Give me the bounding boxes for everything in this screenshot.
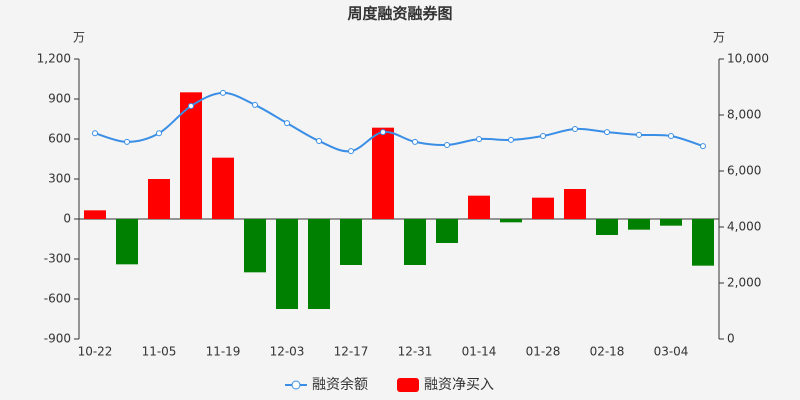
bar xyxy=(660,219,682,226)
bar xyxy=(148,179,170,219)
y2-tick-label: 10,000 xyxy=(727,52,769,66)
y2-unit: 万 xyxy=(713,31,725,45)
line-point xyxy=(476,136,482,143)
bar xyxy=(596,219,618,235)
x-tick-label: 01-14 xyxy=(462,345,497,359)
y-unit: 万 xyxy=(73,31,85,45)
bar xyxy=(372,127,394,219)
line-point xyxy=(572,126,578,132)
bar xyxy=(276,219,298,309)
chart-title: 周度融资融券图 xyxy=(347,5,452,23)
line-point xyxy=(348,148,354,155)
y2-tick-label: 8,000 xyxy=(727,108,761,122)
line-point xyxy=(188,103,194,110)
line-point xyxy=(444,141,450,148)
line-point xyxy=(220,89,226,96)
line-point xyxy=(316,138,322,145)
line-point xyxy=(540,133,546,139)
x-tick-label: 12-17 xyxy=(334,345,369,359)
y2-tick-label: 6,000 xyxy=(727,164,761,178)
legend-label: 融资净买入 xyxy=(424,377,494,393)
y-tick-label: -900 xyxy=(44,332,71,346)
line-point xyxy=(124,138,130,145)
x-tick-label: 02-18 xyxy=(590,345,625,359)
bar xyxy=(532,197,554,219)
line-point xyxy=(508,136,514,143)
line-point xyxy=(92,130,98,137)
x-tick-label: 01-28 xyxy=(526,345,561,359)
line-point xyxy=(700,143,706,150)
y-tick-label: -300 xyxy=(44,252,71,266)
line-point xyxy=(380,129,386,136)
y2-tick-label: 4,000 xyxy=(727,220,761,234)
x-tick-label: 10-22 xyxy=(78,345,113,359)
y-tick-label: 300 xyxy=(48,172,71,186)
bar xyxy=(116,219,138,265)
x-tick-label: 03-04 xyxy=(654,345,689,359)
bar xyxy=(308,219,330,309)
legend-label: 融资余额 xyxy=(312,376,368,393)
line-point xyxy=(668,133,674,139)
y-tick-label: 900 xyxy=(48,92,71,106)
y-tick-label: 600 xyxy=(48,132,71,146)
y2-tick-label: 0 xyxy=(727,332,735,346)
bar xyxy=(180,92,202,219)
line-point xyxy=(156,130,162,137)
bar xyxy=(564,189,586,219)
line-point xyxy=(412,138,418,145)
y-tick-label: 1,200 xyxy=(37,52,71,66)
bar xyxy=(212,157,234,219)
bar xyxy=(500,219,522,223)
legend-swatch xyxy=(397,378,419,392)
x-tick-label: 12-31 xyxy=(398,345,433,359)
bar xyxy=(244,219,266,273)
bar xyxy=(692,219,714,266)
y2-tick-label: 2,000 xyxy=(727,276,761,290)
line-point xyxy=(252,101,258,108)
bar xyxy=(84,210,106,219)
bar xyxy=(436,219,458,243)
line-point xyxy=(636,131,642,138)
x-tick-label: 11-19 xyxy=(206,345,241,359)
bar xyxy=(628,219,650,230)
bar xyxy=(468,195,490,219)
bar xyxy=(340,219,362,265)
legend-point xyxy=(291,380,301,390)
line-point xyxy=(604,129,610,136)
x-tick-label: 12-03 xyxy=(270,345,305,359)
x-tick-label: 11-05 xyxy=(142,345,177,359)
y-tick-label: -600 xyxy=(44,292,71,306)
y-tick-label: 0 xyxy=(63,212,71,226)
line-point xyxy=(284,120,290,127)
bar xyxy=(404,219,426,265)
